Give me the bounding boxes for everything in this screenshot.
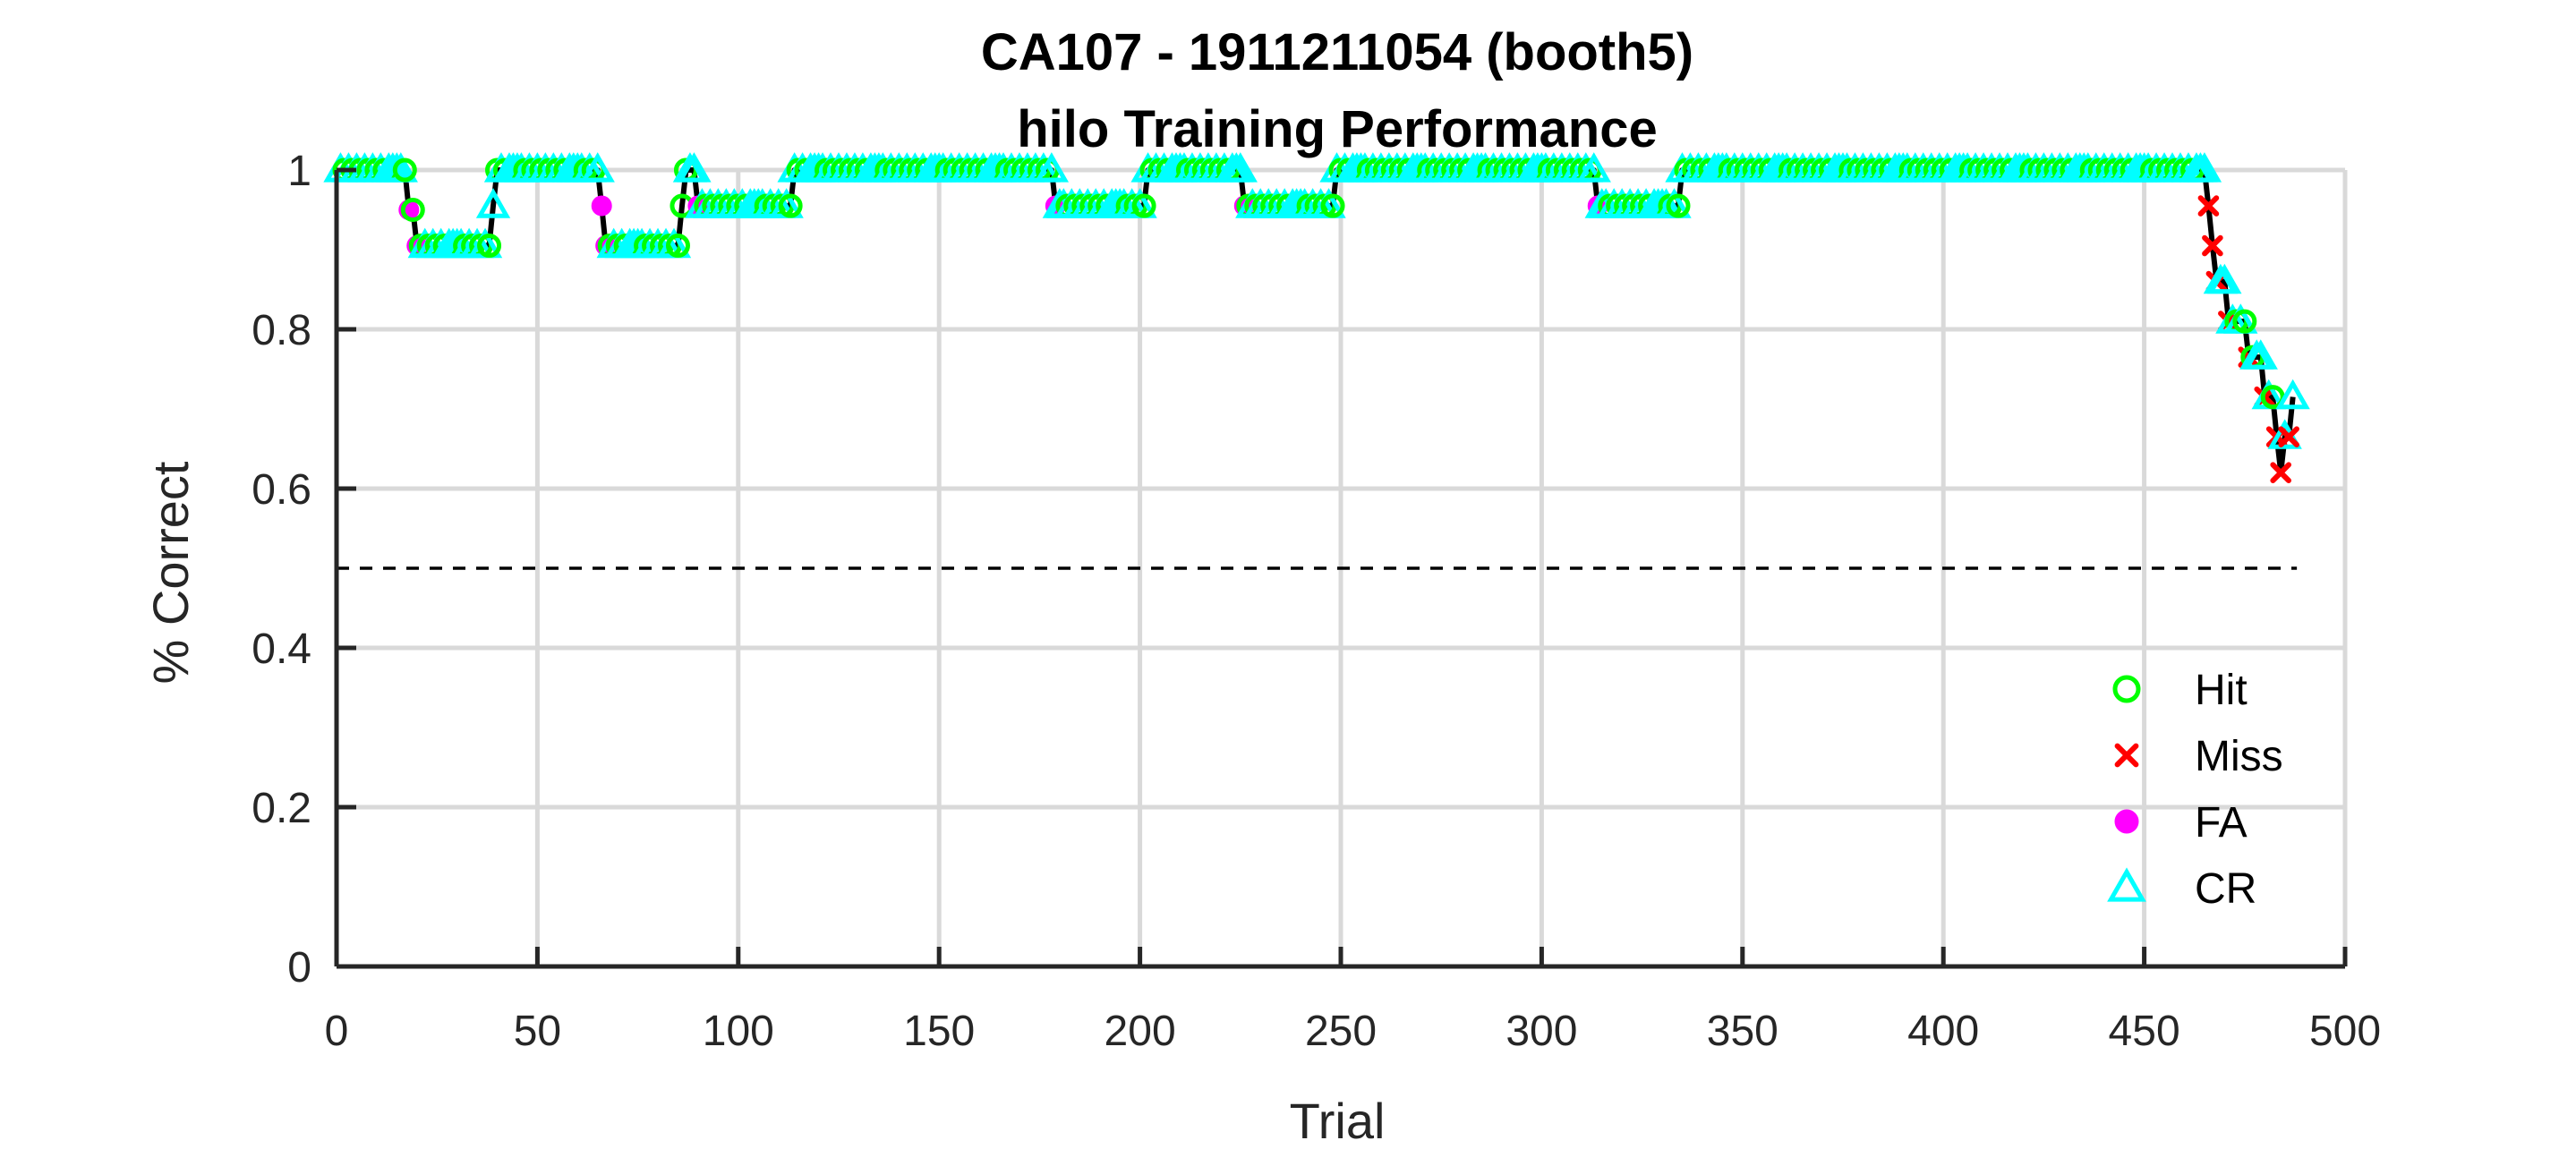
x-axis-label: Trial xyxy=(1290,1093,1386,1149)
y-tick-label: 1 xyxy=(287,148,311,195)
cr-marker xyxy=(1576,152,1611,183)
hit-marker xyxy=(778,193,803,218)
x-tick-label: 200 xyxy=(1105,1008,1176,1055)
hit-marker xyxy=(2260,385,2285,410)
miss-marker xyxy=(2278,426,2299,447)
hit-marker xyxy=(665,234,690,259)
tick-label-layer: 0 50 100 150 200 250 300 350 400 450 500 0 0.2 0.4 0.6… xyxy=(252,148,2381,1055)
legend-fa-marker xyxy=(2114,809,2139,834)
x-tick-label: 250 xyxy=(1305,1008,1377,1055)
hit-marker xyxy=(400,198,425,222)
y-tick-label: 0 xyxy=(287,944,311,992)
legend-cr-marker xyxy=(2107,867,2146,902)
y-axis-label: % Correct xyxy=(142,461,199,684)
legend: Hit Miss FA CR xyxy=(2107,667,2283,913)
cr-marker xyxy=(677,152,712,183)
x-tick-label: 400 xyxy=(1907,1008,1979,1055)
x-tick-label: 450 xyxy=(2109,1008,2180,1055)
cr-marker xyxy=(2187,152,2222,183)
miss-marker xyxy=(2202,234,2223,257)
hit-marker xyxy=(1320,193,1345,218)
x-tick-label: 50 xyxy=(514,1008,561,1055)
hit-marker xyxy=(1131,193,1156,218)
cr-marker xyxy=(1223,152,1258,183)
x-tick-label: 0 xyxy=(325,1008,349,1055)
cr-marker xyxy=(2243,339,2278,370)
legend-fa-label: FA xyxy=(2195,799,2248,847)
x-tick-label: 350 xyxy=(1707,1008,1778,1055)
y-tick-label: 0.4 xyxy=(252,626,311,673)
legend-cr-label: CR xyxy=(2195,865,2256,913)
chart-subtitle: hilo Training Performance xyxy=(1017,100,1657,158)
legend-miss-label: Miss xyxy=(2195,733,2283,780)
hit-marker xyxy=(392,157,417,183)
legend-miss-marker xyxy=(2114,743,2139,768)
x-tick-label: 150 xyxy=(903,1008,975,1055)
y-tick-label: 0.8 xyxy=(252,307,311,354)
x-tick-label: 300 xyxy=(1506,1008,1577,1055)
fa-marker xyxy=(591,195,612,217)
hit-marker xyxy=(1666,193,1691,218)
axes-layer xyxy=(334,167,2348,969)
x-tick-label: 100 xyxy=(703,1008,774,1055)
y-tick-label: 0.6 xyxy=(252,466,311,514)
hit-marker xyxy=(2232,309,2257,334)
cr-marker xyxy=(580,152,615,183)
y-tick-label: 0.2 xyxy=(252,785,311,832)
legend-hit-marker xyxy=(2112,675,2141,703)
miss-marker xyxy=(2197,195,2220,217)
x-tick-label: 500 xyxy=(2309,1008,2381,1055)
hit-marker xyxy=(477,234,502,259)
cr-marker xyxy=(1034,152,1070,183)
legend-hit-label: Hit xyxy=(2195,667,2248,714)
cr-marker xyxy=(2207,263,2242,294)
chart-title: CA107 - 1911211054 (booth5) xyxy=(981,23,1693,81)
miss-marker xyxy=(2270,462,2291,483)
marker-layer xyxy=(323,152,2310,483)
cr-marker xyxy=(475,188,511,218)
cr-marker xyxy=(2275,379,2310,410)
